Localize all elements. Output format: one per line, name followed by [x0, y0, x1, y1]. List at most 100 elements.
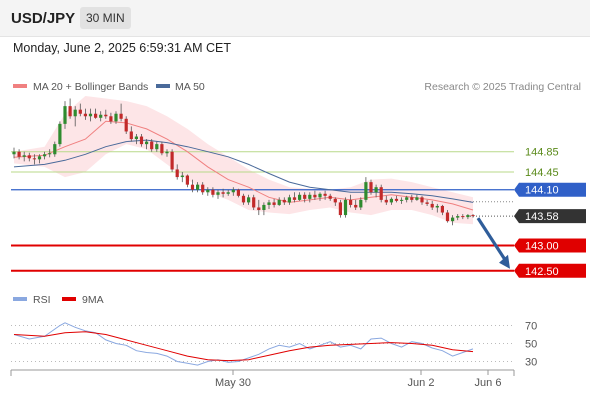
x-axis-ticks: May 30 Jun 2 Jun 6 [215, 370, 502, 389]
candle-body [430, 203, 434, 208]
x-tick-label: Jun 2 [408, 377, 435, 389]
level-label-144-85: 144.85 [525, 147, 559, 159]
candle-body [216, 192, 220, 195]
candle-body [272, 202, 276, 205]
candle-body [262, 204, 266, 210]
symbol-label: USD/JPY [11, 10, 76, 27]
candle-body [190, 184, 195, 190]
candle-body [124, 118, 128, 132]
timeframe-button[interactable]: 30 MIN [80, 7, 131, 29]
candle-body [201, 184, 205, 193]
rsi-tick-label-30: 30 [525, 357, 537, 369]
candle-body [252, 197, 256, 208]
candle-body [129, 131, 133, 140]
candle-body [379, 187, 383, 200]
candle-body [241, 195, 246, 203]
legend-swatch-ma20 [13, 84, 27, 88]
candle-body [287, 197, 291, 203]
candle-body [292, 197, 297, 200]
candle-body [333, 198, 337, 203]
candle-body [445, 212, 450, 222]
timestamp: Monday, June 2, 2025 6:59:31 AM CET [13, 41, 231, 55]
forecast-arrow-shaft [476, 217, 509, 264]
candle-body [400, 199, 404, 201]
candle-body [78, 109, 82, 114]
candle-body [27, 155, 31, 159]
legend-rsi-label: RSI [33, 294, 51, 306]
level-label-142-50: 142.50 [525, 266, 559, 278]
candle-body [313, 194, 317, 198]
candle-body [139, 136, 144, 145]
forecast-arrow-head [499, 254, 510, 269]
candle-body [180, 175, 184, 178]
candle-body [231, 189, 235, 193]
candle-body [94, 113, 98, 118]
candle-body [277, 199, 281, 205]
candle-body [206, 189, 210, 193]
level-label-143-00: 143.00 [525, 240, 559, 252]
candle-body [53, 144, 57, 155]
price-panel: 144.85 144.45 144.10 143.00 142.50 143.58 [11, 96, 586, 278]
candle-body [58, 123, 62, 145]
candle-body [323, 193, 327, 196]
ma50-line [13, 139, 474, 203]
candle-body [119, 113, 123, 119]
rsi-tick-label-50: 50 [525, 339, 537, 351]
candle-body [109, 116, 113, 122]
candle-body [425, 202, 429, 204]
candle-body [384, 199, 388, 203]
candle-body [83, 113, 87, 117]
candle-body [415, 197, 419, 200]
candle-body [43, 154, 47, 157]
candle-body [68, 106, 72, 117]
last-price-label: 143.58 [525, 211, 559, 223]
ma20-line [13, 120, 474, 211]
candle-body [456, 216, 460, 218]
credit-text: Research © 2025 Trading Central [424, 81, 581, 93]
candle-body [308, 194, 312, 199]
candle-body [354, 204, 358, 208]
x-tick-label: May 30 [215, 377, 251, 389]
candle-body [394, 198, 399, 201]
candle-body [440, 205, 444, 213]
candle-body [12, 151, 16, 155]
candle-body [369, 182, 373, 193]
legend-swatch-9ma [62, 297, 76, 301]
candle-body [63, 106, 67, 124]
candle-body [165, 151, 169, 154]
candle-body [196, 184, 200, 190]
candle-body [420, 197, 424, 203]
candle-body [211, 189, 215, 195]
candle-body [435, 205, 439, 208]
candle-body [364, 182, 368, 200]
legend-ma20-label: MA 20 + Bollinger Bands [33, 81, 148, 93]
candle-body [374, 187, 378, 193]
candle-body [338, 202, 342, 216]
candle-body [226, 192, 230, 194]
candle-body [343, 199, 348, 216]
candle-body [389, 198, 393, 203]
level-tag-142-50 [514, 263, 586, 278]
candle-body [466, 215, 470, 218]
candle-body [405, 197, 409, 200]
bollinger-band [14, 96, 473, 225]
x-tick-label: Jun 6 [475, 377, 502, 389]
candle-body [257, 207, 261, 210]
header-bar: USD/JPY 30 MIN [0, 0, 590, 37]
candle-body [48, 153, 52, 155]
candle-body [170, 151, 174, 170]
rsi-tick-label-70: 70 [525, 321, 537, 333]
candle-body [349, 199, 353, 205]
candle-body [247, 197, 251, 203]
rsi-line [13, 322, 474, 366]
candle-body [160, 144, 164, 154]
level-label-144-10: 144.10 [525, 185, 559, 197]
candle-body [471, 215, 475, 217]
legend-ma50-label: MA 50 [175, 81, 205, 93]
candle-body [99, 114, 103, 118]
candle-body [303, 194, 307, 199]
candle-body [155, 144, 159, 150]
candle-body [175, 169, 179, 178]
candle-body [298, 194, 302, 200]
